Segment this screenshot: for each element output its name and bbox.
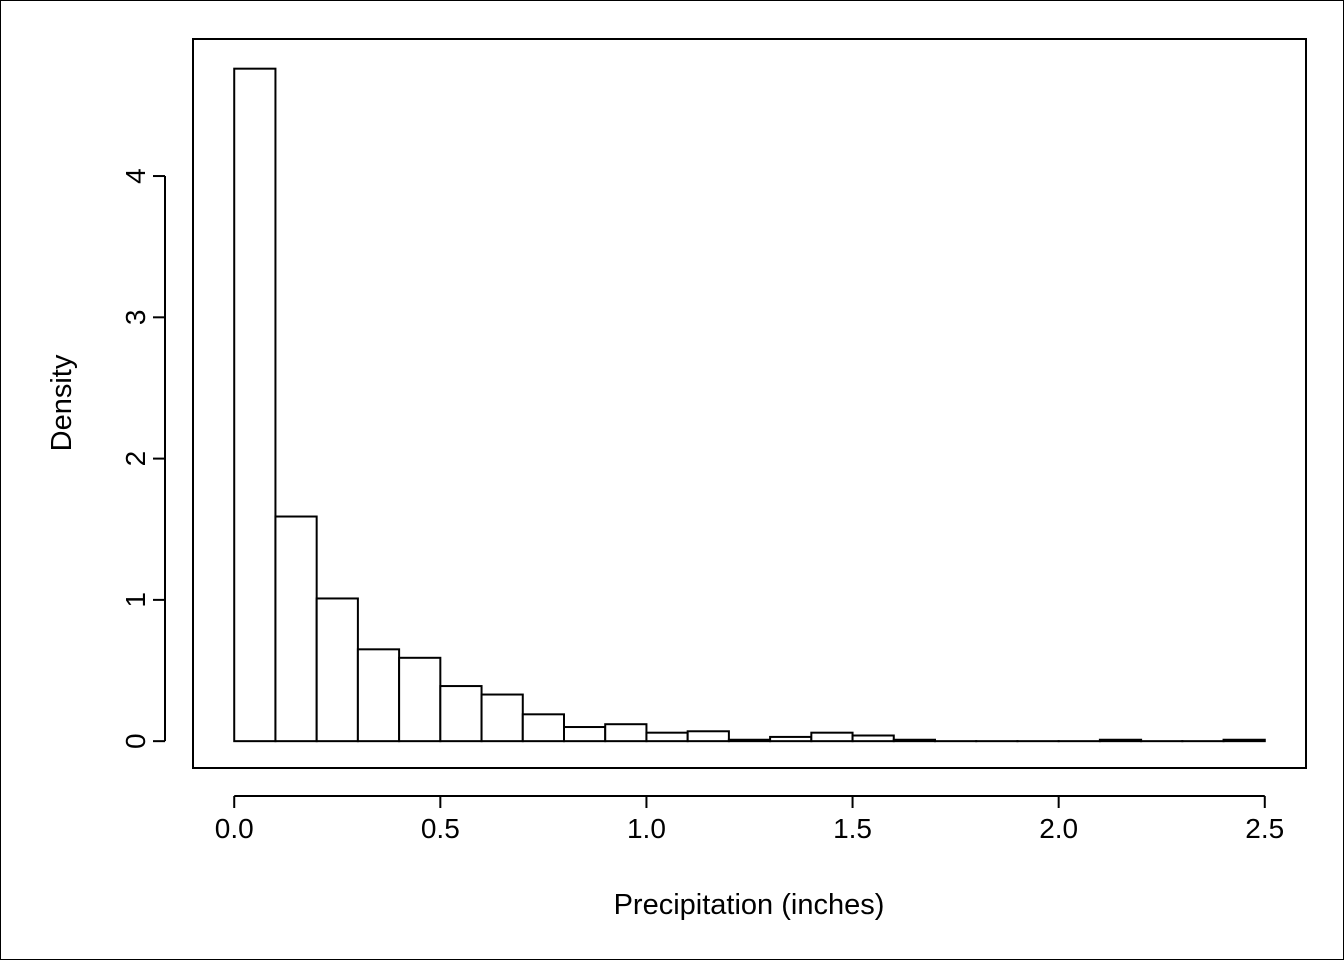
x-tick-label: 1.0 xyxy=(627,813,666,844)
y-tick-label: 2 xyxy=(120,451,151,467)
y-tick-label: 0 xyxy=(120,733,151,749)
histogram-bar xyxy=(1100,740,1141,741)
y-axis-title: Density xyxy=(46,354,78,451)
histogram-bar xyxy=(688,731,729,741)
x-tick-label: 2.5 xyxy=(1245,813,1284,844)
histogram-bar xyxy=(811,733,852,741)
histogram-bar xyxy=(317,598,358,741)
histogram-bar xyxy=(399,658,440,741)
histogram-bar xyxy=(482,695,523,742)
y-axis: 0 1 2 3 4 xyxy=(120,168,165,749)
histogram-bars xyxy=(234,69,1265,741)
histogram-bar xyxy=(440,686,481,741)
histogram-bar xyxy=(646,733,687,741)
x-tick-label: 1.5 xyxy=(833,813,872,844)
x-tick-label: 0.5 xyxy=(421,813,460,844)
histogram-bar xyxy=(234,69,275,741)
y-tick-label: 1 xyxy=(120,592,151,608)
y-tick-label: 3 xyxy=(120,310,151,326)
histogram-bar xyxy=(853,736,894,742)
histogram-bar xyxy=(729,740,770,741)
histogram-bar xyxy=(770,737,811,741)
histogram-bar xyxy=(358,649,399,741)
histogram-bar xyxy=(605,724,646,741)
x-axis: 0.0 0.5 1.0 1.5 2.0 2.5 xyxy=(215,796,1284,844)
histogram-bar xyxy=(1224,740,1265,741)
x-tick-label: 2.0 xyxy=(1039,813,1078,844)
x-tick-label: 0.0 xyxy=(215,813,254,844)
histogram-bar xyxy=(894,740,935,741)
histogram-bar xyxy=(275,517,316,742)
histogram-bar xyxy=(523,714,564,741)
y-tick-label: 4 xyxy=(120,168,151,184)
x-axis-title: Precipitation (inches) xyxy=(614,889,885,921)
histogram-bar xyxy=(564,727,605,741)
